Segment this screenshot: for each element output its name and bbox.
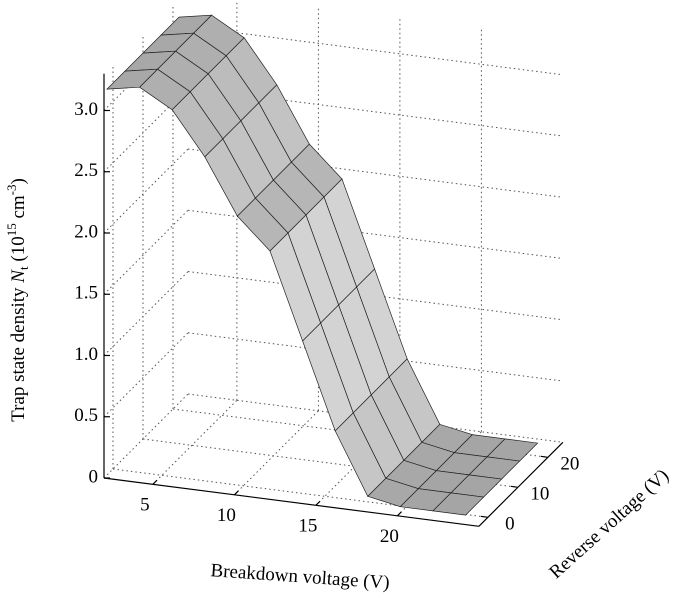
z-label-var: N xyxy=(8,269,29,284)
y-tick xyxy=(480,515,488,518)
z-tick-label: 1.0 xyxy=(74,344,98,365)
x-tick xyxy=(152,479,158,485)
y-axis xyxy=(478,441,564,527)
y-tick-label: 20 xyxy=(560,454,579,475)
grid-line xyxy=(234,410,319,496)
x-tick-label: 10 xyxy=(217,505,236,526)
z-label-exp2: -3 xyxy=(4,184,19,195)
y-axis-label: Reverse voltage (V) xyxy=(545,465,673,583)
grid-line xyxy=(103,148,189,234)
y-tick xyxy=(510,485,518,488)
x-tick-label: 20 xyxy=(380,526,399,547)
z-label-pre: (10 xyxy=(8,236,29,266)
grid-line xyxy=(103,393,189,479)
z-label-post: ) xyxy=(8,178,29,184)
y-tick xyxy=(540,455,548,458)
x-tick xyxy=(233,490,239,496)
grid-line xyxy=(103,87,189,173)
z-tick-label: 0 xyxy=(89,466,99,487)
x-tick-label: 15 xyxy=(298,516,317,537)
z-tick-label: 2.0 xyxy=(74,221,98,242)
z-label-text: Trap state density xyxy=(8,283,29,422)
x-tick-label: 5 xyxy=(140,495,150,516)
grid-line xyxy=(152,399,238,485)
z-label-exp: 15 xyxy=(4,223,19,236)
z-tick-label: 3.0 xyxy=(74,99,98,120)
z-axis-label: Trap state density Nt (1015 cm-3) xyxy=(4,178,31,422)
x-tick xyxy=(315,500,321,506)
x-axis xyxy=(103,477,479,527)
grid-line xyxy=(103,332,189,418)
y-tick-label: 0 xyxy=(505,514,515,535)
z-label-mid: cm xyxy=(8,195,29,223)
z-label-sub: t xyxy=(16,266,31,270)
y-tick-label: 10 xyxy=(530,484,549,505)
grid-line xyxy=(103,209,189,295)
z-tick-label: 2.5 xyxy=(74,160,98,181)
x-axis-label: Breakdown voltage (V) xyxy=(210,560,390,593)
grid-line xyxy=(103,271,189,356)
z-tick-label: 1.5 xyxy=(74,283,98,304)
surface-patch xyxy=(432,492,485,516)
x-tick xyxy=(396,511,402,517)
z-tick-label: 0.5 xyxy=(74,405,98,426)
